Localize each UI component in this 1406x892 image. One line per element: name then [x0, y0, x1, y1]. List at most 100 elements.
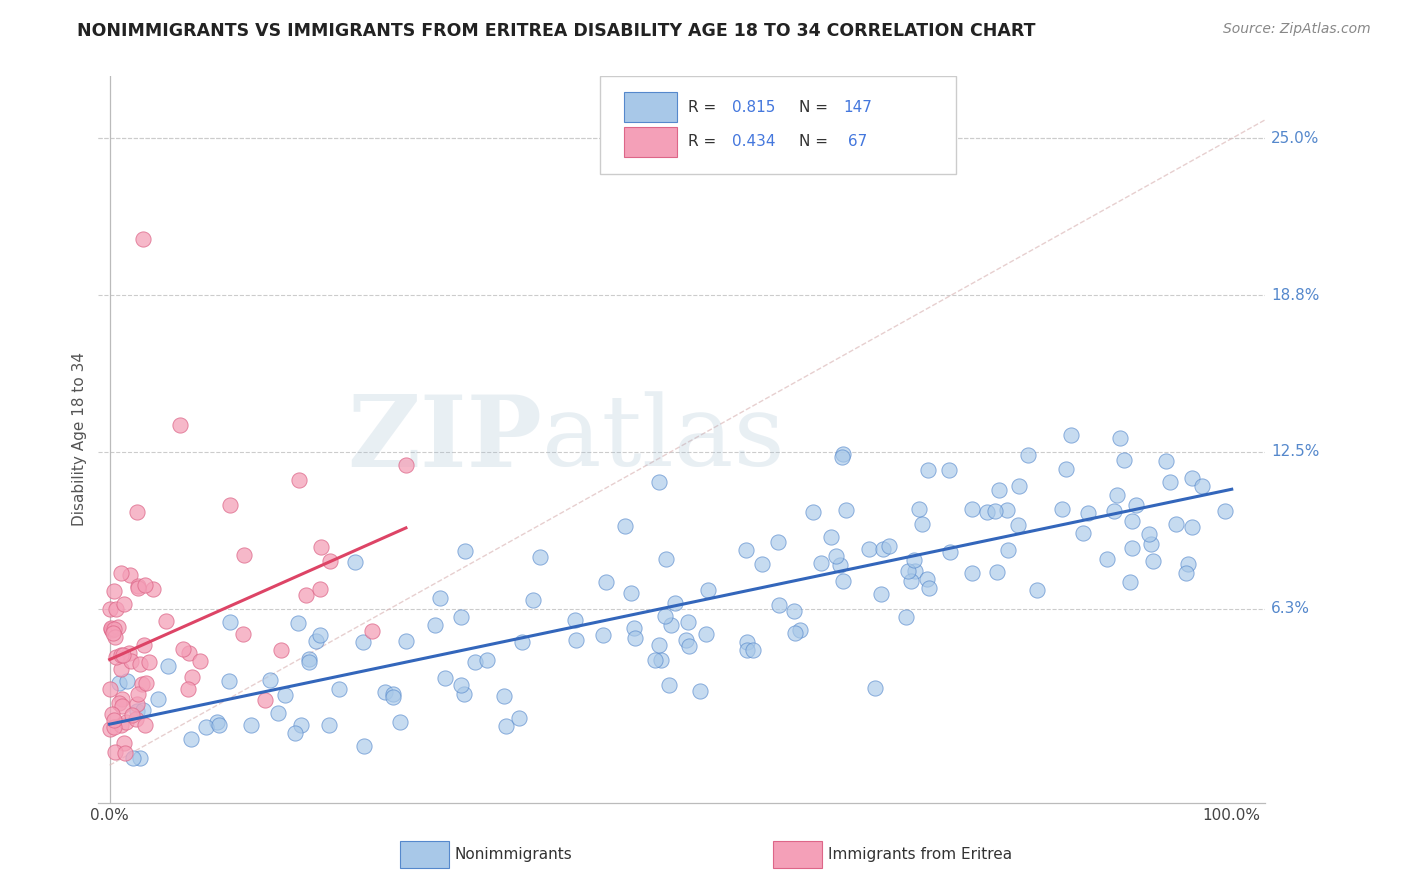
Point: [1108, 432, 1130, 446]
Point: [305, 633, 328, 648]
Point: [870, 586, 893, 600]
Point: [675, 633, 697, 648]
Point: [218, 673, 240, 688]
Point: [810, 556, 832, 570]
Point: [110, 662, 132, 676]
Point: [620, 585, 643, 599]
Point: [564, 633, 586, 648]
Point: [267, 706, 290, 720]
Point: [131, 677, 153, 691]
Point: [825, 549, 848, 563]
Point: [907, 502, 929, 516]
Point: [766, 535, 789, 549]
Point: [1060, 427, 1083, 442]
Point: [877, 539, 900, 553]
Point: [127, 581, 149, 595]
Point: [110, 692, 132, 706]
Text: Nonimmigrants: Nonimmigrants: [454, 847, 572, 862]
Point: [939, 544, 962, 558]
Point: [1213, 504, 1236, 518]
Point: [592, 628, 614, 642]
Point: [997, 542, 1019, 557]
Point: [1102, 504, 1125, 518]
Point: [735, 543, 758, 558]
Point: [453, 543, 475, 558]
Point: [103, 630, 125, 644]
Point: [894, 609, 917, 624]
Point: [233, 548, 256, 562]
Point: [960, 502, 983, 516]
Point: [287, 615, 309, 630]
Point: [110, 566, 132, 580]
Point: [1017, 448, 1039, 462]
Point: [328, 681, 350, 696]
Point: [789, 623, 811, 637]
Point: [976, 505, 998, 519]
Point: [105, 602, 128, 616]
Point: [125, 712, 148, 726]
Point: [232, 627, 254, 641]
FancyBboxPatch shape: [399, 841, 449, 868]
Point: [494, 690, 516, 704]
Point: [1077, 506, 1099, 520]
Point: [644, 652, 666, 666]
Point: [287, 473, 309, 487]
Point: [820, 530, 842, 544]
Point: [110, 718, 132, 732]
Point: [127, 705, 149, 719]
Point: [127, 697, 149, 711]
Point: [650, 653, 672, 667]
Point: [98, 681, 121, 696]
Point: [529, 550, 551, 565]
Point: [208, 717, 231, 731]
Point: [831, 450, 853, 465]
Point: [318, 718, 340, 732]
Point: [395, 458, 418, 473]
Point: [659, 618, 682, 632]
Point: [1125, 498, 1147, 512]
Point: [1121, 514, 1143, 528]
Point: [1112, 453, 1135, 467]
FancyBboxPatch shape: [600, 76, 956, 174]
Point: [984, 504, 1007, 518]
Point: [785, 625, 807, 640]
Point: [1154, 454, 1177, 468]
Point: [259, 673, 281, 687]
Point: [648, 475, 671, 489]
Point: [309, 582, 332, 596]
Point: [129, 657, 152, 672]
Point: [510, 634, 533, 648]
Point: [127, 687, 149, 701]
Point: [1007, 518, 1029, 533]
Point: [522, 593, 544, 607]
Point: [986, 566, 1008, 580]
Point: [180, 732, 202, 747]
Text: 67: 67: [844, 135, 868, 150]
Point: [695, 627, 717, 641]
Point: [103, 584, 125, 599]
Point: [105, 650, 128, 665]
Point: [297, 656, 319, 670]
Point: [938, 463, 960, 477]
Point: [218, 498, 240, 512]
FancyBboxPatch shape: [624, 92, 678, 122]
Point: [361, 624, 384, 638]
Point: [595, 575, 617, 590]
Point: [658, 678, 681, 692]
Point: [132, 703, 155, 717]
Point: [120, 567, 142, 582]
FancyBboxPatch shape: [624, 127, 678, 157]
FancyBboxPatch shape: [773, 841, 823, 868]
Point: [309, 628, 332, 642]
Text: 0.815: 0.815: [733, 100, 776, 114]
Point: [100, 621, 122, 635]
Point: [120, 654, 142, 668]
Point: [865, 681, 887, 695]
Point: [352, 635, 374, 649]
Point: [169, 417, 191, 432]
Point: [381, 690, 404, 704]
Point: [614, 518, 637, 533]
Point: [98, 601, 121, 615]
Text: Immigrants from Eritrea: Immigrants from Eritrea: [828, 847, 1012, 862]
Point: [172, 641, 194, 656]
